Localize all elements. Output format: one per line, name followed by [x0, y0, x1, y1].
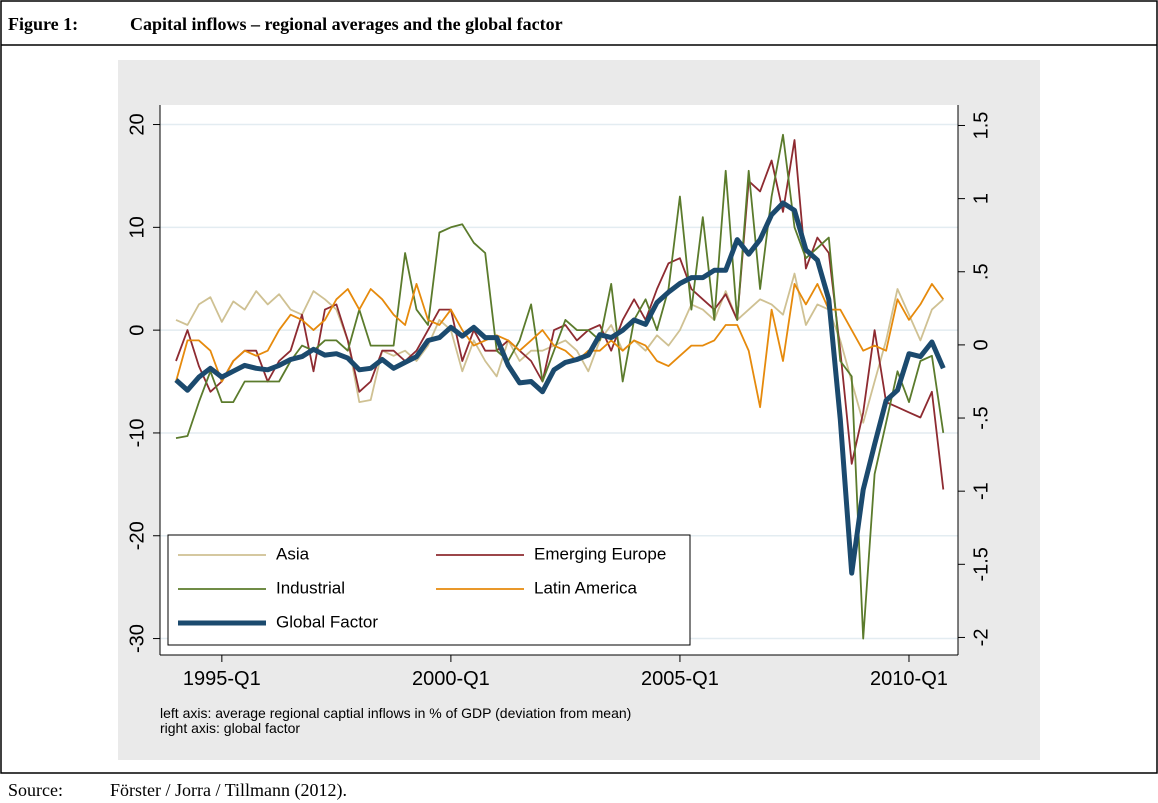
- y2-tick-label: -2: [970, 629, 992, 647]
- series-line: [175, 133, 945, 640]
- y2-tick-label: 1.5: [970, 112, 992, 140]
- legend-box: [167, 534, 691, 646]
- figure-label: Figure 1:: [8, 14, 78, 34]
- legend-label: Global Factor: [276, 612, 378, 631]
- y2-tick-label: .5: [970, 263, 992, 280]
- x-tick-label: 2005-Q1: [641, 668, 719, 690]
- source-label: Source:: [8, 780, 63, 800]
- note: right axis: global factor: [160, 720, 300, 736]
- x-tick-label: 2010-Q1: [870, 668, 948, 690]
- series-line: [175, 272, 944, 424]
- x-tick-label: 1995-Q1: [183, 668, 261, 690]
- y2-tick-label: -1: [970, 482, 992, 500]
- y-tick-label: 10: [126, 216, 148, 238]
- x-tick-label: 2000-Q1: [412, 668, 490, 690]
- y-tick-label: -10: [126, 418, 148, 447]
- legend-label: Emerging Europe: [534, 544, 666, 563]
- legend-label: Latin America: [534, 578, 638, 597]
- y2-tick-label: -.5: [970, 406, 992, 429]
- y2-tick-label: 1: [970, 193, 992, 204]
- chart: -30 -20 -10 0 10 20 -2 -1.5 -1 -.5 0 .5 1 1.5 1995-Q1 2…: [126, 105, 992, 736]
- note: left axis: average regional captial infl…: [160, 705, 631, 721]
- y2-tick-label: -1.5: [970, 547, 992, 581]
- series-line: [175, 283, 945, 409]
- legend-label: Industrial: [276, 578, 345, 597]
- y-tick-label: -30: [126, 624, 148, 653]
- y-tick-label: 20: [126, 113, 148, 135]
- y-tick-label: 0: [126, 325, 148, 336]
- source-text: Förster / Jorra / Tillmann (2012).: [110, 780, 347, 801]
- y2-tick-label: 0: [970, 339, 992, 350]
- legend-label: Asia: [276, 544, 310, 563]
- series-line: [175, 139, 945, 490]
- figure-title: Capital inflows – regional averages and …: [130, 14, 563, 34]
- y-tick-label: -20: [126, 521, 148, 550]
- series-line: [174, 200, 946, 576]
